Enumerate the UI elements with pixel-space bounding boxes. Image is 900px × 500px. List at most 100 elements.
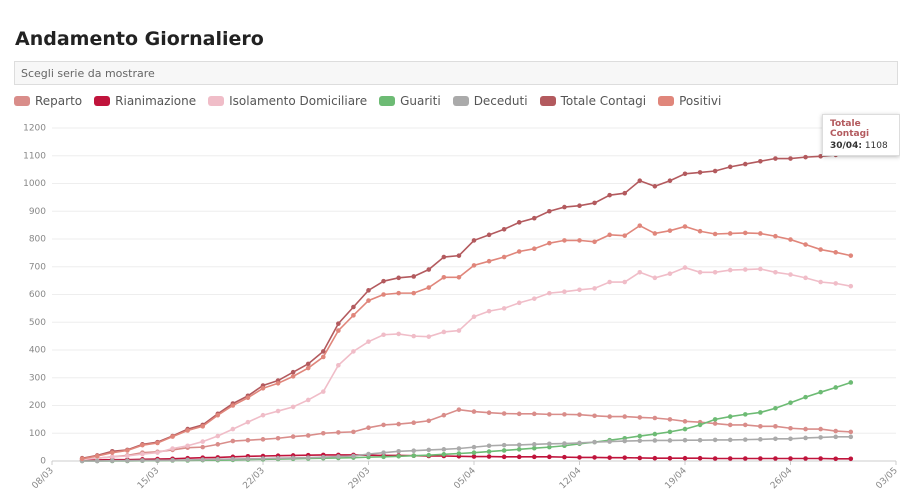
data-point [667, 228, 673, 233]
data-point [381, 278, 386, 284]
data-point [803, 154, 808, 160]
data-point [531, 442, 537, 447]
data-point [833, 385, 839, 390]
data-point [260, 437, 266, 442]
data-point [366, 298, 371, 303]
legend-label: Positivi [679, 94, 722, 108]
data-point [471, 238, 477, 243]
y-tick-label: 100 [29, 429, 46, 439]
data-point [607, 414, 612, 419]
data-point [773, 405, 778, 411]
data-point [531, 246, 537, 252]
data-point [185, 443, 190, 449]
data-point [848, 380, 854, 385]
data-point [245, 419, 251, 425]
data-point [456, 328, 462, 333]
data-point [607, 192, 612, 198]
data-point [290, 374, 296, 379]
data-point [351, 313, 356, 318]
data-point [260, 456, 266, 461]
data-point [818, 456, 823, 461]
legend-item[interactable]: Guariti [379, 94, 441, 108]
data-point [155, 440, 160, 446]
data-point [697, 455, 703, 461]
data-point [727, 437, 733, 443]
data-point [94, 458, 100, 464]
legend-item[interactable]: Totale Contagi [539, 94, 647, 108]
data-point [547, 444, 552, 450]
data-point [456, 446, 462, 451]
x-tick-label: 08/03 [30, 466, 55, 491]
data-point [742, 161, 748, 167]
data-point [486, 454, 492, 459]
data-point [803, 275, 808, 281]
legend-item[interactable]: Isolamento Domiciliare [208, 94, 367, 108]
data-point [833, 250, 839, 255]
data-point [426, 285, 432, 290]
data-point [200, 457, 206, 462]
data-point [803, 426, 808, 432]
data-point [712, 421, 718, 426]
data-point [155, 458, 160, 463]
data-point [426, 447, 432, 453]
data-point [577, 203, 582, 208]
data-point [788, 436, 793, 442]
data-point [622, 233, 628, 238]
data-point [697, 170, 703, 175]
data-point [230, 426, 236, 432]
data-point [320, 349, 326, 354]
data-point [486, 308, 492, 314]
data-point [773, 456, 778, 461]
series-select[interactable]: Scegli serie da mostrare [14, 61, 898, 85]
data-point [818, 154, 823, 159]
data-point [381, 454, 386, 460]
legend-label: Guariti [400, 94, 441, 108]
data-point [275, 435, 281, 441]
series-line [81, 152, 851, 460]
legend-item[interactable]: Deceduti [452, 94, 528, 108]
data-point [547, 412, 552, 417]
data-point [637, 223, 643, 228]
tooltip-date: 30/04 [830, 141, 859, 151]
data-point [320, 430, 326, 436]
legend-item[interactable]: Reparto [14, 94, 82, 108]
data-point [697, 437, 703, 443]
legend-label: Rianimazione [115, 94, 197, 108]
data-point [697, 270, 703, 275]
legend-item[interactable]: Rianimazione [94, 94, 196, 108]
data-point [637, 433, 643, 439]
data-point [381, 292, 386, 297]
data-point [516, 300, 522, 306]
legend-label: Totale Contagi [560, 94, 647, 108]
legend-item[interactable]: Positivi [658, 94, 721, 108]
data-point [652, 438, 658, 443]
data-point [788, 156, 793, 161]
data-point [320, 454, 326, 460]
data-point [562, 204, 567, 210]
data-point [848, 253, 854, 258]
data-point [230, 438, 236, 444]
data-point [501, 411, 507, 416]
data-point [848, 283, 854, 289]
data-point [622, 455, 628, 460]
data-point [592, 455, 597, 460]
data-point [727, 414, 733, 419]
series-line [81, 224, 851, 460]
data-point [185, 457, 190, 463]
data-point [758, 410, 763, 415]
data-point [486, 443, 492, 449]
y-tick-label: 1200 [23, 124, 46, 134]
data-point [245, 437, 251, 443]
data-point [471, 450, 477, 455]
data-point [592, 286, 597, 291]
data-point [336, 328, 341, 333]
data-point [516, 220, 522, 225]
data-point [366, 451, 371, 457]
data-point [667, 455, 673, 461]
data-point [396, 290, 401, 296]
data-point [351, 304, 356, 310]
data-point [441, 329, 447, 335]
data-point [396, 275, 401, 281]
